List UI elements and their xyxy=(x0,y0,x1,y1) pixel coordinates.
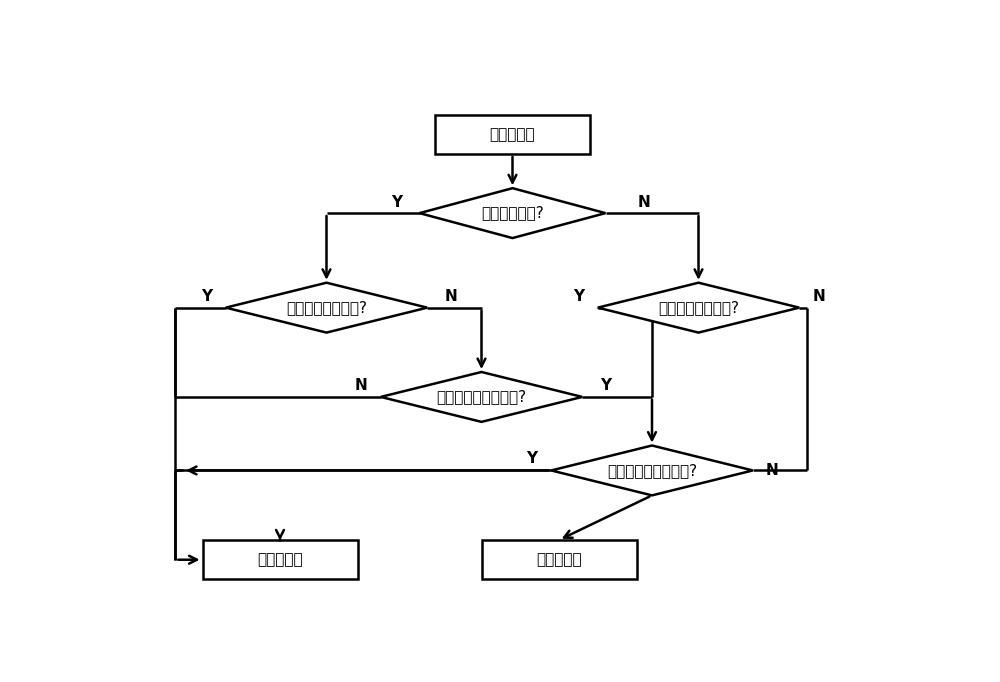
Text: Y: Y xyxy=(526,451,537,466)
Text: Y: Y xyxy=(201,288,212,303)
Text: 状态初始化: 状态初始化 xyxy=(490,127,535,142)
Text: N: N xyxy=(444,288,457,303)
Text: 当前信号是高电平?: 当前信号是高电平? xyxy=(286,300,367,315)
Polygon shape xyxy=(226,283,427,333)
Polygon shape xyxy=(598,283,799,333)
Text: N: N xyxy=(766,463,779,478)
Text: N: N xyxy=(638,195,651,210)
Text: 过去是高电平?: 过去是高电平? xyxy=(481,206,544,220)
Polygon shape xyxy=(381,372,582,422)
Text: N: N xyxy=(812,288,825,303)
Polygon shape xyxy=(551,445,753,495)
FancyBboxPatch shape xyxy=(435,115,590,154)
Text: Y: Y xyxy=(573,288,584,303)
FancyBboxPatch shape xyxy=(202,540,358,580)
Text: 低电平宽度大于阀値?: 低电平宽度大于阀値? xyxy=(436,389,527,404)
Text: Y: Y xyxy=(391,195,402,210)
Text: Y: Y xyxy=(600,378,611,393)
Text: 输出低电平: 输出低电平 xyxy=(536,552,582,567)
Text: 输出高电平: 输出高电平 xyxy=(257,552,303,567)
Polygon shape xyxy=(420,188,606,238)
Text: 当前信号是高电平?: 当前信号是高电平? xyxy=(658,300,739,315)
Text: 高电平宽度大于阀値?: 高电平宽度大于阀値? xyxy=(607,463,697,478)
Text: N: N xyxy=(355,378,368,393)
FancyBboxPatch shape xyxy=(482,540,637,580)
